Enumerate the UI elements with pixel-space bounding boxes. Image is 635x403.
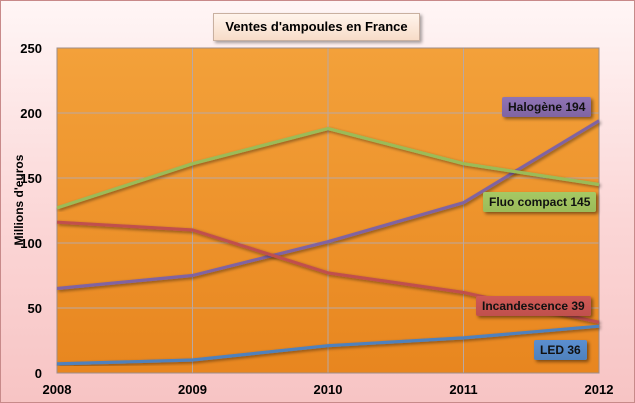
y-axis-ticks: 0 50 100 150 200 250: [20, 41, 42, 381]
y-tick-label: 100: [20, 236, 42, 251]
series-line-fluo: [56, 127, 600, 210]
series-label-fluo-compact: Fluo compact 145: [483, 192, 597, 212]
x-tick-label: 2010: [314, 382, 343, 397]
x-tick-label: 2012: [585, 382, 614, 397]
y-tick-label: 250: [20, 41, 42, 56]
y-tick-label: 200: [20, 106, 42, 121]
series-label-incandescence: Incandescence 39: [476, 296, 591, 316]
series-label-halogene: Halogène 194: [502, 97, 592, 117]
chart-title: Ventes d'ampoules en France: [213, 13, 420, 41]
x-axis-ticks: 2008 2009 2010 2011 2012: [43, 382, 614, 397]
series-line-led: [56, 324, 600, 366]
y-tick-label: 150: [20, 171, 42, 186]
x-tick-label: 2011: [449, 382, 477, 397]
plot-border: [56, 47, 600, 374]
x-tick-label: 2009: [178, 382, 207, 397]
series-label-led: LED 36: [534, 340, 587, 360]
y-axis-label: Millions d'euros: [12, 154, 26, 245]
series-line-halogene: [56, 119, 600, 291]
y-tick-label: 50: [28, 301, 42, 316]
y-tick-label: 0: [35, 366, 42, 381]
x-tick-label: 2008: [43, 382, 72, 397]
